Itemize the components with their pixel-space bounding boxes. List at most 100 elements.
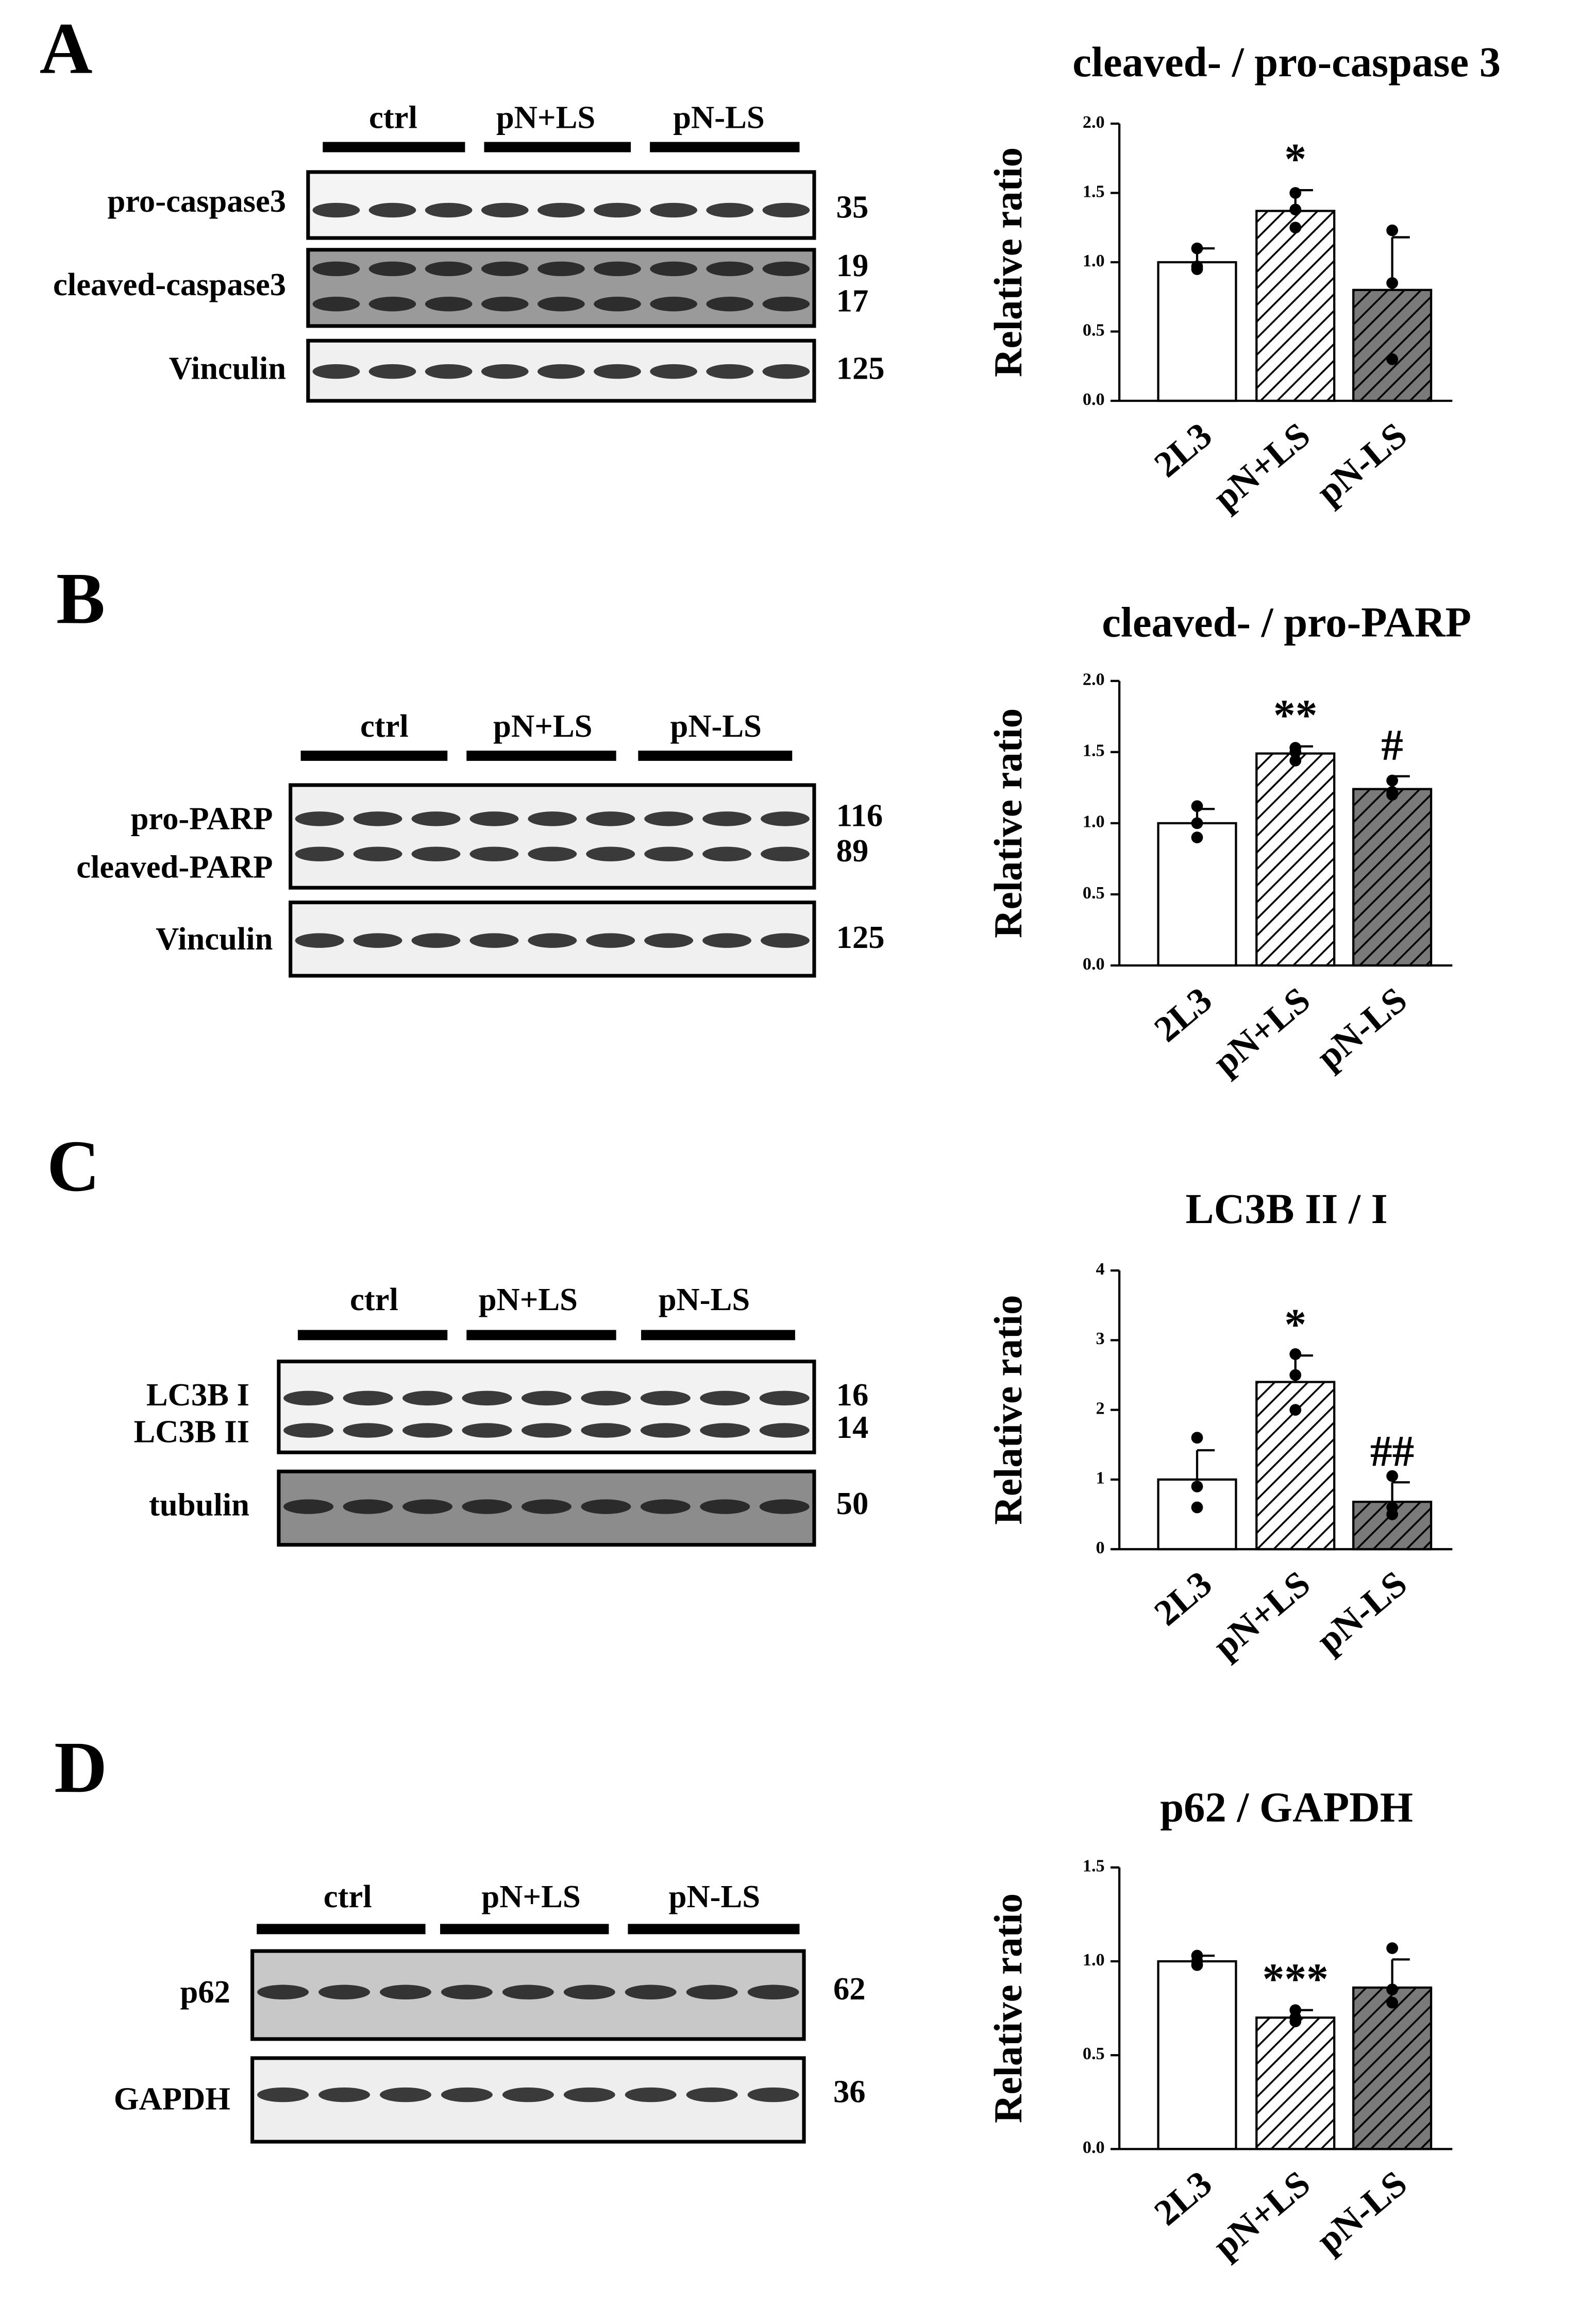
y-tick-label: 1.0 [1083, 251, 1105, 270]
x-tick-label: pN+LS [1206, 415, 1318, 518]
band [425, 364, 473, 379]
band [283, 1499, 334, 1514]
band [702, 846, 752, 861]
band [706, 364, 754, 379]
band [528, 933, 577, 948]
bar [1157, 1960, 1237, 2150]
blot-label: p62 [180, 1974, 230, 2010]
data-point [1386, 1942, 1398, 1954]
significance-label: * [1284, 1300, 1306, 1349]
group-label: pN+LS [496, 99, 595, 135]
panel-letter: C [47, 1125, 100, 1207]
data-point [1386, 1983, 1398, 1996]
bar [1255, 752, 1336, 967]
chart-title: cleaved- / pro-caspase 3 [1072, 38, 1501, 86]
band [640, 1390, 691, 1406]
band [368, 261, 416, 277]
blot-label: GAPDH [114, 2081, 230, 2117]
kda-label: 17 [836, 282, 869, 318]
x-tick-label: pN+LS [1206, 2163, 1318, 2266]
chart-title: LC3B II / I [1186, 1185, 1388, 1232]
y-tick-label: 3 [1096, 1329, 1105, 1348]
band [762, 261, 810, 277]
x-tick-label: pN-LS [1309, 415, 1415, 513]
blot [306, 248, 816, 328]
data-point [1289, 1369, 1302, 1381]
band [537, 296, 585, 312]
x-tick-label: pN-LS [1309, 2163, 1415, 2261]
band [312, 202, 360, 218]
group-label: ctrl [369, 99, 417, 135]
y-axis-label: Relative ratio [986, 1893, 1030, 2123]
data-point [1191, 263, 1203, 275]
data-point [1191, 1432, 1203, 1444]
band [353, 933, 402, 948]
band [650, 202, 697, 218]
band [594, 202, 641, 218]
band [257, 2087, 309, 2102]
blot-label: LC3B II [134, 1413, 249, 1449]
kda-label: 125 [836, 919, 885, 955]
band [481, 261, 529, 277]
bar [1255, 210, 1336, 402]
group-label: pN-LS [669, 1878, 760, 1914]
significance-label: ** [1273, 691, 1317, 740]
band [425, 296, 473, 312]
data-point [1386, 1996, 1398, 2009]
band [702, 811, 752, 826]
band [343, 1390, 393, 1406]
data-point [1289, 1404, 1302, 1416]
band [700, 1423, 750, 1438]
band [502, 1984, 554, 2000]
band [650, 364, 697, 379]
y-tick-label: 0.5 [1083, 320, 1105, 340]
y-tick-label: 1.5 [1083, 741, 1105, 760]
panel-letter: A [40, 8, 93, 89]
band [343, 1499, 393, 1514]
band [462, 1423, 512, 1438]
band [625, 1984, 677, 2000]
significance-label: * [1284, 135, 1306, 183]
group-label: pN+LS [479, 1281, 578, 1317]
band [368, 202, 416, 218]
kda-label: 125 [836, 350, 885, 386]
y-tick-label: 1.0 [1083, 812, 1105, 832]
band [706, 296, 754, 312]
bar [1157, 822, 1237, 967]
y-tick-label: 4 [1096, 1260, 1105, 1279]
blot [277, 1360, 816, 1454]
blot-label: tubulin [149, 1487, 249, 1523]
bar [1352, 788, 1433, 967]
band [761, 846, 810, 861]
band [343, 1423, 393, 1438]
blot-label: Vinculin [156, 921, 273, 957]
band [581, 1423, 631, 1438]
band [537, 202, 585, 218]
band [702, 933, 752, 948]
band [312, 296, 360, 312]
band [650, 261, 697, 277]
band [462, 1390, 512, 1406]
band [761, 811, 810, 826]
data-point [1191, 1959, 1203, 1971]
data-point [1386, 1508, 1398, 1520]
x-tick-label: pN-LS [1309, 980, 1415, 1077]
band [586, 846, 635, 861]
band [481, 364, 529, 379]
band [312, 364, 360, 379]
y-tick-label: 1 [1096, 1469, 1105, 1488]
band [581, 1499, 631, 1514]
chart-title: cleaved- / pro-PARP [1102, 598, 1471, 646]
blot-label: pro-PARP [131, 800, 273, 836]
band [469, 811, 519, 826]
x-tick-label: 2L3 [1147, 980, 1220, 1050]
band [425, 261, 473, 277]
band [411, 811, 461, 826]
data-point [1289, 1348, 1302, 1360]
band [312, 261, 360, 277]
y-tick-label: 0.0 [1083, 2138, 1105, 2157]
data-point [1289, 746, 1302, 758]
chart-title: p62 / GAPDH [1160, 1784, 1413, 1831]
band [625, 2087, 677, 2102]
